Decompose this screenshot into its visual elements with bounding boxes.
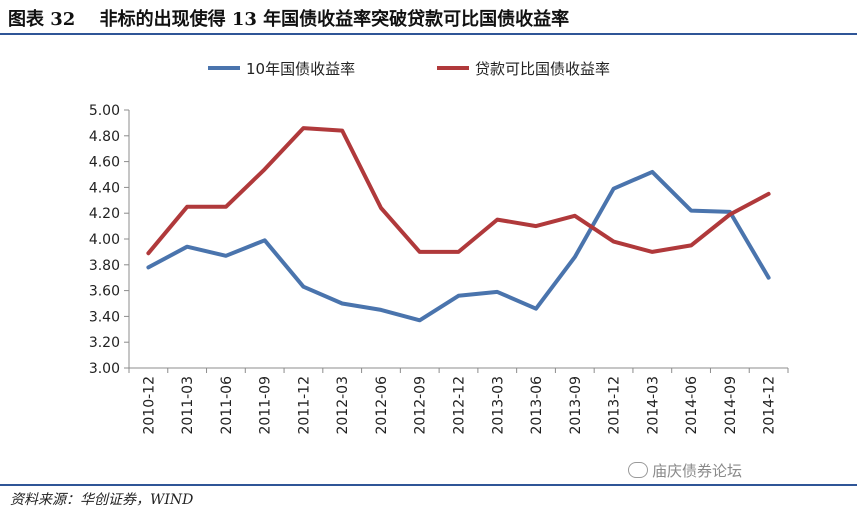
x-tick-label: 2011-09 [258, 376, 274, 435]
y-tick-label: 3.00 [89, 361, 120, 377]
series-line-2 [146, 126, 771, 256]
y-tick-label: 4.60 [89, 155, 120, 171]
y-tick-label: 3.60 [89, 284, 120, 300]
x-tick-label: 2010-12 [141, 376, 157, 435]
legend-label-1: 10年国债收益率 [246, 60, 355, 78]
source-note: 资料来源：华创证券，WIND [10, 492, 194, 508]
y-tick-label: 3.20 [89, 335, 120, 351]
line-chart: 10年国债收益率 贷款可比国债收益率 3.00 3.20 3.40 3.60 3.80 4.… [89, 60, 789, 435]
x-tick-label: 2011-06 [219, 376, 235, 435]
y-tick-label: 4.20 [89, 206, 120, 222]
title-divider [0, 33, 857, 35]
y-tick-label: 4.00 [89, 232, 120, 248]
chart-series [146, 126, 771, 323]
x-tick-label: 2014-03 [645, 376, 661, 435]
y-tick-label: 4.40 [89, 180, 120, 196]
x-tick-label: 2011-03 [180, 376, 196, 435]
y-tick-label: 3.80 [89, 258, 120, 274]
watermark: 庙庆债券论坛 [628, 460, 742, 481]
source-divider [0, 484, 857, 486]
series-line-1 [146, 169, 771, 323]
y-tick-label: 5.00 [89, 103, 120, 119]
x-tick-label: 2013-09 [568, 376, 584, 435]
wechat-icon [628, 462, 648, 478]
x-tick-label: 2013-06 [529, 376, 545, 435]
x-tick-label: 2012-12 [452, 376, 468, 435]
x-tick-label: 2014-06 [684, 376, 700, 435]
legend-label-2: 贷款可比国债收益率 [475, 60, 610, 78]
x-tick-label: 2012-03 [335, 376, 351, 435]
chart-legend: 10年国债收益率 贷款可比国债收益率 [208, 60, 610, 78]
x-tick-label: 2012-06 [374, 376, 390, 435]
x-tick-label: 2013-03 [490, 376, 506, 435]
watermark-text: 庙庆债券论坛 [652, 462, 743, 480]
y-tick-label: 4.80 [89, 129, 120, 145]
x-tick-label: 2014-09 [723, 376, 739, 435]
y-tick-label: 3.40 [89, 309, 120, 325]
x-tick-label: 2013-12 [607, 376, 623, 435]
x-tick-label: 2011-12 [296, 376, 312, 435]
x-tick-label: 2014-12 [762, 376, 778, 435]
figure-title: 图表 32 非标的出现使得 13 年国债收益率突破贷款可比国债收益率 [8, 9, 570, 30]
chart-axes: 3.00 3.20 3.40 3.60 3.80 4.00 4.20 4.40 4.60 4.80… [89, 103, 789, 435]
x-tick-label: 2012-09 [413, 376, 429, 435]
